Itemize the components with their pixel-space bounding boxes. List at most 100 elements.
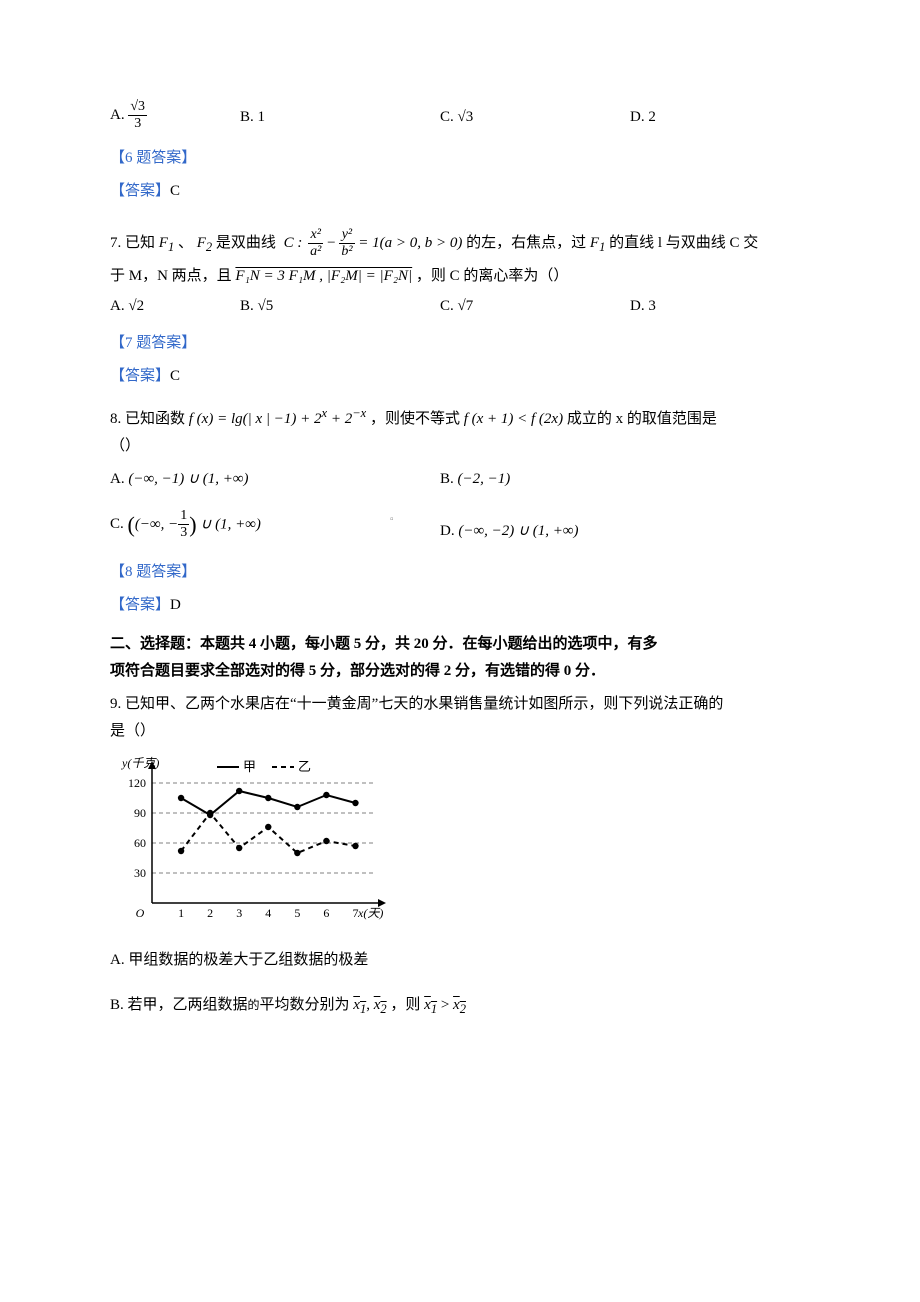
q7-answer: 【答案】C [110,363,810,390]
q8-fx: f (x) = lg(| x | −1) + 2 [189,411,322,427]
q8-answer: 【答案】D [110,592,810,619]
q7-option-b: B. √5 [240,293,440,320]
q7-f1bl: F [590,235,599,251]
q8-paren: （） [110,433,810,460]
q7-t6: ，则 C 的离心率为（） [416,268,569,284]
opt-a-num: √3 [128,100,147,115]
q7-f2l: F [197,235,206,251]
q7-f1b: F1 [590,235,605,251]
q9-stem-line1: 9. 已知甲、乙两个水果店在“十一黄金周”七天的水果销售量统计如图所示，则下列说… [110,691,810,718]
q9b-mid: ，则 [390,997,420,1013]
q6-option-b: B. 1 [240,104,440,131]
q7-eqt: = 1(a > 0, b > 0) [358,235,462,251]
svg-text:4: 4 [265,906,271,920]
q8-t3: 成立的 x 的取值范围是 [567,411,717,427]
q7-stem-line1: 7. 已知 F1 、 F2 是双曲线 C : x²a² − y²b² = 1(a… [110,227,810,260]
q7-f2s: 2 [206,240,212,254]
q7-answer-label: 【7 题答案】 [110,330,810,357]
q9b-x2: x2 [374,997,387,1013]
q7a-p: A. [110,298,128,314]
q7-sep: 、 [178,235,193,251]
q7-t1: 7. 已知 [110,235,155,251]
q9b-x2b: x2 [453,997,466,1013]
q7-t4: 的直线 l 与双曲线 C 交 [609,235,758,251]
q8d-p: D. [440,523,458,539]
q8-e2: −x [352,406,366,420]
q7b-v: √5 [258,298,274,314]
q8-ans-prefix: 【答案】 [110,597,170,613]
q9-stem-line2: 是（） [110,718,810,745]
opt-a-prefix: A. [110,107,128,123]
q8-plus: + 2 [327,411,352,427]
svg-text:90: 90 [134,806,146,820]
q7-f1l: F [159,235,168,251]
q9b-x1b: x1 [424,997,437,1013]
q7c-p: C. [440,298,458,314]
q7-f2: F2 [197,235,212,251]
q8-t1: 8. 已知函数 [110,411,185,427]
q7-t3: 的左，右焦点，过 [466,235,586,251]
q8c-p: C. [110,516,128,532]
q7-ans-letter: C [170,368,180,384]
q7-vec: F₁N = 3 F₁M , |F₂M| = |F₂N| [235,268,412,284]
q9b-gt: > [441,997,453,1013]
svg-text:乙: 乙 [298,759,311,774]
q9b-1: B. 若甲，乙两组数据 [110,997,248,1013]
q9b-x1bl: x [424,997,431,1013]
q9b-x1: x1 [353,997,366,1013]
q7a-v: √2 [128,298,144,314]
svg-text:O: O [136,906,145,920]
q9b-x2s: 2 [380,1002,386,1016]
q9b-x2bs: 2 [460,1002,466,1016]
q8-options-row2: C. ((−∞, −13) ∪ (1, +∞) D. (−∞, −2) ∪ (1… [110,505,810,545]
svg-text:1: 1 [178,906,184,920]
svg-text:3: 3 [236,906,242,920]
q7c-v: √7 [458,298,474,314]
svg-text:6: 6 [323,906,329,920]
q8-ineq: f (x + 1) < f (2x) [464,411,563,427]
svg-text:x(天): x(天) [357,906,383,920]
q9b-s: 的 [248,998,260,1012]
q8c-d: 3 [178,524,189,540]
q8-options-row1: A. (−∞, −1) ∪ (1, +∞) B. (−2, −1) [110,466,810,493]
q7-f1s: 1 [168,240,174,254]
q7-minus: − [327,235,339,251]
section2-line1: 二、选择题：本题共 4 小题，每小题 5 分，共 20 分．在每小题给出的选项中… [110,631,810,658]
q6-answer-label: 【6 题答案】 [110,145,810,172]
q6-option-c: C. √3 [440,104,630,131]
q9b-2: 平均数分别为 [260,997,350,1013]
q7-f1bs: 1 [599,240,605,254]
q8-option-d: D. (−∞, −2) ∪ (1, +∞) [440,518,579,545]
q7-ans-prefix: 【答案】 [110,368,170,384]
q7b-p: B. [240,298,258,314]
svg-text:120: 120 [128,776,146,790]
q9-option-b: B. 若甲，乙两组数据的平均数分别为 x1, x2 ，则 x1 > x2 [110,992,810,1019]
q8-answer-label: 【8 题答案】 [110,559,810,586]
q7-option-a: A. √2 [110,293,240,320]
q8-option-b: B. (−2, −1) [440,466,510,493]
q8-t2: ，则使不等式 [370,411,460,427]
q7-f1d: a² [308,243,323,259]
q7-frac2: y²b² [339,228,354,259]
opt-c-prefix: C. [440,109,458,125]
page-mark: ▫ [390,511,394,529]
q8c-n: 1 [178,509,189,524]
q7-f2n: y² [339,228,354,243]
svg-text:2: 2 [207,906,213,920]
q7-f2d: b² [339,243,354,259]
q7-stem-line2: 于 M，N 两点，且 F₁N = 3 F₁M , |F₂M| = |F₂N| ，… [110,260,810,293]
q8a-v: (−∞, −1) ∪ (1, +∞) [128,471,248,487]
q8d-v: (−∞, −2) ∪ (1, +∞) [458,523,578,539]
q6-options: A. √33 B. 1 C. √3 D. 2 [110,100,810,131]
q7-eqc: C : [284,235,303,251]
opt-a-frac: √33 [128,100,147,131]
q8b-v: (−2, −1) [458,471,511,487]
q9b-x1s: 1 [360,1002,366,1016]
q6-option-d: D. 2 [630,104,656,131]
svg-text:甲: 甲 [243,759,256,774]
q7-f1n: x² [308,228,323,243]
q7-options: A. √2 B. √5 C. √7 D. 3 [110,293,810,320]
q9b-x1bs: 1 [431,1002,437,1016]
section2-line2: 项符合题目要求全部选对的得 5 分，部分选对的得 2 分，有选错的得 0 分． [110,658,810,685]
q7-f1: F1 [159,235,174,251]
